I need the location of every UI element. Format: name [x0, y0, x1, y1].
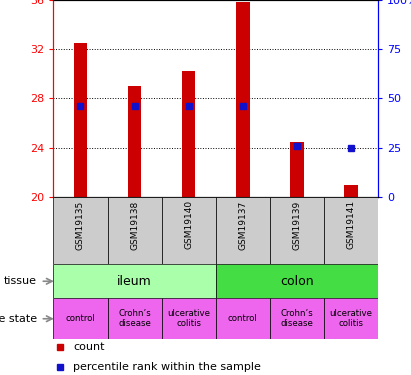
Text: GSM19141: GSM19141: [346, 200, 356, 249]
Bar: [270, 197, 324, 264]
Text: count: count: [73, 342, 104, 352]
Text: GSM19138: GSM19138: [130, 200, 139, 249]
Text: ileum: ileum: [117, 275, 152, 288]
Bar: [53, 197, 108, 264]
Bar: [53, 264, 216, 298]
Text: GSM19135: GSM19135: [76, 200, 85, 249]
Bar: [216, 197, 270, 264]
Bar: [324, 298, 378, 339]
Text: tissue: tissue: [4, 276, 37, 286]
Bar: [216, 264, 378, 298]
Text: GSM19139: GSM19139: [293, 200, 301, 249]
Bar: [74, 43, 87, 197]
Text: Crohn’s
disease: Crohn’s disease: [118, 309, 151, 328]
Text: percentile rank within the sample: percentile rank within the sample: [73, 362, 261, 372]
Bar: [108, 298, 162, 339]
Text: control: control: [66, 314, 95, 323]
Bar: [290, 141, 304, 197]
Bar: [162, 298, 216, 339]
Text: disease state: disease state: [0, 314, 37, 324]
Bar: [182, 71, 196, 197]
Text: ulcerative
colitis: ulcerative colitis: [330, 309, 372, 328]
Bar: [108, 197, 162, 264]
Text: colon: colon: [280, 275, 314, 288]
Text: control: control: [228, 314, 258, 323]
Bar: [162, 197, 216, 264]
Text: GSM19137: GSM19137: [238, 200, 247, 249]
Bar: [53, 298, 108, 339]
Text: GSM19140: GSM19140: [184, 200, 193, 249]
Bar: [236, 3, 249, 197]
Bar: [216, 298, 270, 339]
Bar: [270, 298, 324, 339]
Bar: [324, 197, 378, 264]
Bar: [128, 86, 141, 197]
Text: ulcerative
colitis: ulcerative colitis: [167, 309, 210, 328]
Bar: [344, 184, 358, 197]
Text: Crohn’s
disease: Crohn’s disease: [281, 309, 313, 328]
